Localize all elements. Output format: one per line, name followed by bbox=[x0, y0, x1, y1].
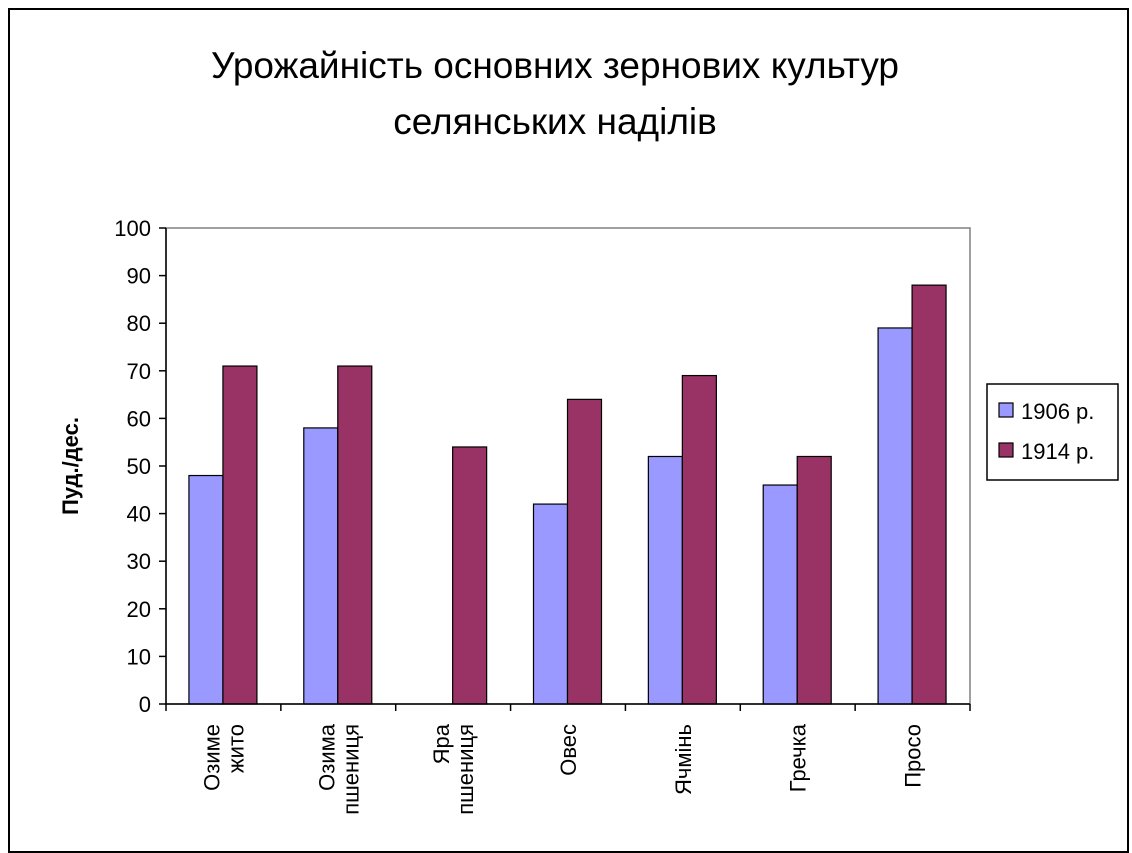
chart-title: Урожайність основних зернових культур се… bbox=[0, 38, 1110, 150]
bar bbox=[532, 503, 569, 705]
y-tick-label: 80 bbox=[127, 311, 151, 336]
y-tick-label: 100 bbox=[114, 216, 151, 241]
x-tick-label: пшениця bbox=[338, 724, 363, 815]
y-tick-label: 30 bbox=[127, 549, 151, 574]
bar bbox=[566, 398, 603, 705]
legend-label: 1914 р. bbox=[1021, 439, 1094, 464]
bar bbox=[796, 455, 832, 705]
y-tick-label: 0 bbox=[139, 692, 151, 717]
x-tick-label: Просо bbox=[901, 724, 926, 788]
y-tick-label: 10 bbox=[127, 644, 151, 669]
y-tick-label: 70 bbox=[127, 359, 151, 384]
bar bbox=[647, 455, 683, 705]
y-tick-label: 50 bbox=[127, 454, 151, 479]
legend-swatch bbox=[998, 402, 1014, 418]
bar bbox=[452, 446, 488, 705]
x-tick-label: Яра bbox=[429, 723, 454, 764]
bar bbox=[222, 365, 258, 705]
x-tick-label: Овес bbox=[556, 724, 581, 776]
legend-box bbox=[986, 383, 1119, 481]
bar bbox=[337, 365, 373, 705]
x-tick-label: жито bbox=[223, 724, 248, 773]
legend-label: 1906 р. bbox=[1021, 399, 1094, 424]
x-tick-label: Ячмінь bbox=[671, 724, 696, 795]
bar bbox=[762, 484, 798, 705]
bar bbox=[681, 374, 717, 705]
bar bbox=[188, 474, 224, 705]
legend-swatch bbox=[998, 442, 1014, 458]
x-tick-label: пшениця bbox=[453, 724, 478, 815]
y-tick-label: 40 bbox=[127, 502, 151, 527]
y-tick-label: 20 bbox=[127, 597, 151, 622]
bar bbox=[911, 284, 947, 705]
chart-title-line-1: Урожайність основних зернових культур bbox=[211, 45, 899, 86]
y-tick-label: 60 bbox=[127, 406, 151, 431]
bar bbox=[303, 427, 339, 705]
x-tick-label: Гречка bbox=[786, 723, 811, 792]
x-tick-label: Озиме bbox=[199, 724, 224, 791]
y-tick-label: 90 bbox=[127, 264, 151, 289]
y-axis-title: Пуд./дес. bbox=[58, 417, 83, 515]
bar bbox=[877, 327, 913, 705]
chart-title-line-2: селянських наділів bbox=[393, 101, 717, 142]
x-tick-label: Озима bbox=[314, 723, 339, 791]
